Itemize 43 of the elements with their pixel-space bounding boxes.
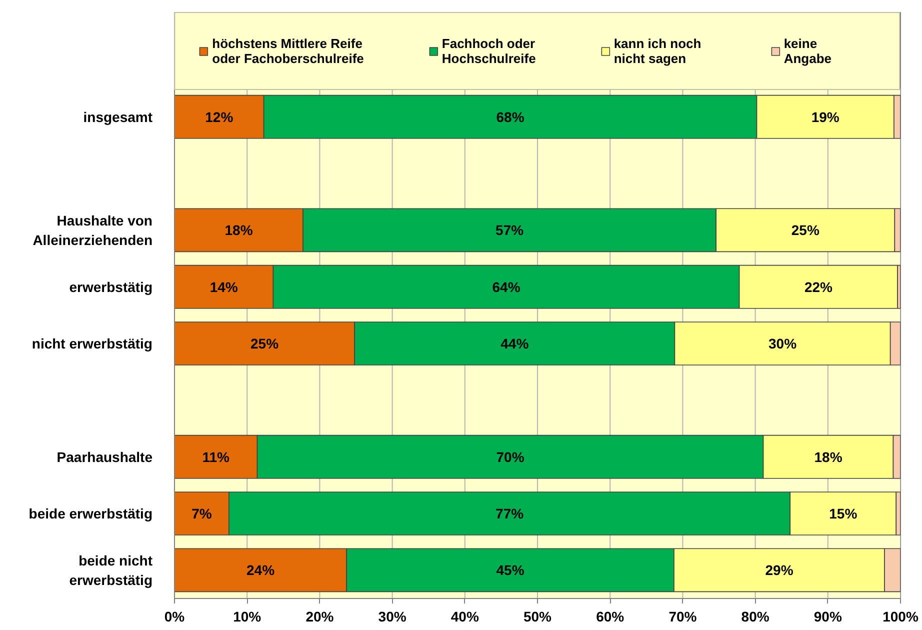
data-label: 15% — [829, 506, 858, 522]
x-tick-label: 80% — [741, 608, 770, 624]
data-label: 44% — [500, 336, 530, 352]
data-label: 70% — [496, 448, 525, 465]
data-label: 57% — [496, 222, 524, 238]
data-label: 64% — [492, 278, 521, 295]
data-label: 77% — [496, 506, 524, 522]
y-tick-label: beide erwerbstätig — [28, 506, 152, 522]
data-label: 68% — [496, 108, 525, 125]
legend-label: kann ich noch nicht sagen — [614, 36, 702, 66]
data-label: 25% — [791, 222, 820, 238]
y-tick-label: erwerbstätig — [69, 278, 152, 295]
x-tick-label: 0% — [164, 608, 186, 624]
y-tick-label: nicht erwerbstätig — [32, 336, 153, 352]
data-label: 25% — [250, 336, 280, 352]
legend-label: Fachhoch oder Hochschulreife — [442, 36, 536, 66]
data-label: 19% — [811, 108, 840, 125]
data-label: 12% — [205, 108, 234, 125]
data-label: 18% — [224, 222, 254, 238]
data-label: 11% — [202, 448, 230, 465]
data-label: 24% — [246, 562, 276, 578]
y-tick-label: Haushalte von Alleinerziehenden — [32, 212, 153, 248]
y-tick-label: beide nicht erwerbstätig — [69, 552, 153, 588]
x-tick-label: 70% — [668, 608, 698, 624]
data-label: 18% — [814, 448, 843, 465]
x-tick-label: 100% — [882, 608, 919, 624]
y-tick-label: Paarhaushalte — [56, 448, 153, 465]
x-tick-label: 40% — [450, 608, 480, 624]
x-tick-label: 60% — [596, 608, 625, 624]
x-tick-label: 90% — [814, 608, 842, 624]
x-tick-label: 50% — [523, 608, 552, 624]
legend-label: höchstens Mittlere Reife oder Fachoberschulreife — [212, 36, 364, 66]
x-tick-label: 30% — [378, 608, 407, 624]
data-label: 45% — [496, 562, 525, 578]
data-label: 14% — [210, 278, 238, 295]
legend-label: keine Angabe — [784, 36, 832, 66]
data-label: 30% — [768, 336, 798, 352]
x-tick-label: 10% — [233, 608, 262, 624]
x-tick-label: 20% — [306, 608, 334, 624]
data-label: 7% — [192, 506, 212, 522]
y-tick-label: insgesamt — [83, 108, 153, 125]
data-label: 29% — [765, 562, 794, 578]
data-label: 22% — [804, 278, 834, 295]
